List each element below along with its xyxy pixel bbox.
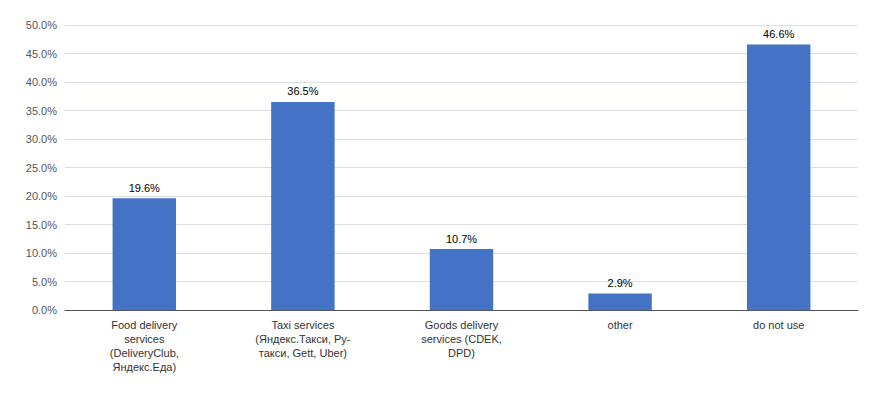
svg-text:Goods delivery: Goods delivery [425, 319, 499, 331]
svg-text:services: services [124, 333, 165, 345]
svg-text:10.7%: 10.7% [446, 233, 477, 245]
svg-text:(Яндекс.Такси, Ру-: (Яндекс.Такси, Ру- [255, 333, 351, 345]
svg-text:DPD): DPD) [448, 347, 475, 359]
svg-text:10.0%: 10.0% [26, 247, 57, 259]
svg-text:30.0%: 30.0% [26, 133, 57, 145]
svg-text:do not use: do not use [753, 319, 804, 331]
svg-text:5.0%: 5.0% [32, 276, 57, 288]
svg-text:35.0%: 35.0% [26, 105, 57, 117]
svg-text:2.9%: 2.9% [608, 277, 633, 289]
svg-text:46.6%: 46.6% [763, 28, 794, 40]
svg-text:40.0%: 40.0% [26, 76, 57, 88]
svg-text:45.0%: 45.0% [26, 48, 57, 60]
svg-text:Яндекс.Еда): Яндекс.Еда) [113, 361, 177, 373]
svg-text:25.0%: 25.0% [26, 162, 57, 174]
svg-text:services (CDEK,: services (CDEK, [421, 333, 502, 345]
svg-text:other: other [608, 319, 633, 331]
svg-text:19.6%: 19.6% [129, 182, 160, 194]
svg-text:36.5%: 36.5% [287, 85, 318, 97]
svg-text:(DeliveryClub,: (DeliveryClub, [110, 347, 179, 359]
svg-text:20.0%: 20.0% [26, 190, 57, 202]
svg-text:15.0%: 15.0% [26, 219, 57, 231]
svg-text:Food delivery: Food delivery [111, 319, 178, 331]
svg-text:Taxi services: Taxi services [271, 319, 334, 331]
svg-text:такси, Gett, Uber): такси, Gett, Uber) [259, 347, 347, 359]
svg-text:0.0%: 0.0% [32, 304, 57, 316]
svg-text:50.0%: 50.0% [26, 19, 57, 31]
